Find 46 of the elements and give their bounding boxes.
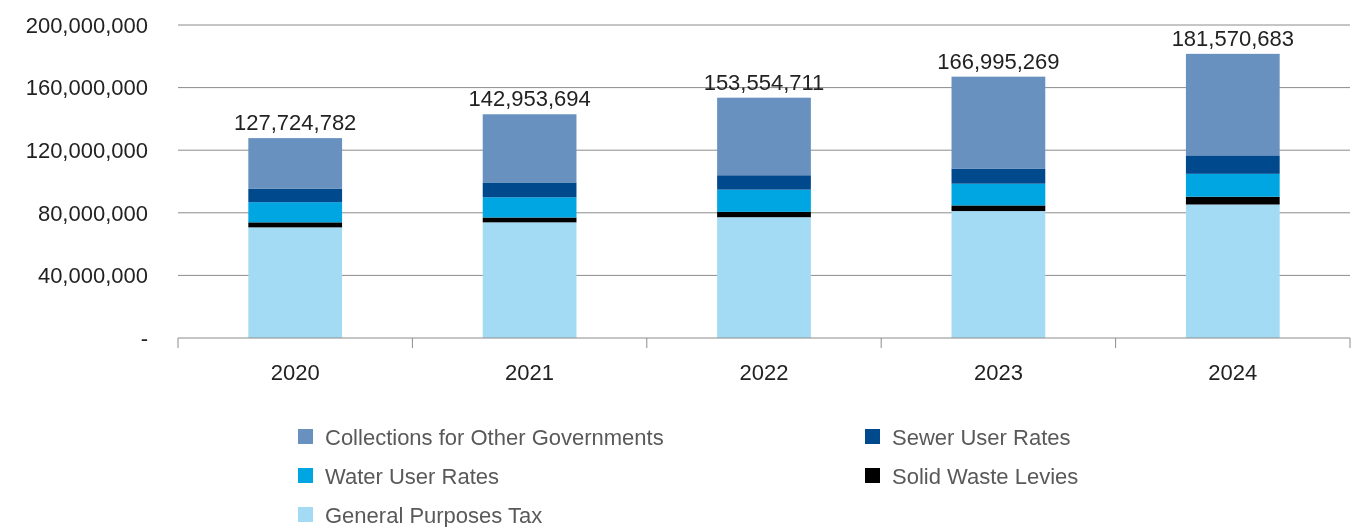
- bar: [482, 182, 577, 198]
- legend-label: Solid Waste Levies: [892, 463, 1079, 489]
- legend-label: Collections for Other Governments: [325, 424, 664, 450]
- x-tick-label: 2020: [270, 360, 320, 385]
- x-tick-label: 2024: [1208, 360, 1258, 385]
- total-label: 166,995,269: [937, 48, 1060, 74]
- bar: [248, 202, 343, 223]
- x-tick-label: 2021: [505, 360, 555, 385]
- y-tick-label: 40,000,000: [37, 263, 148, 289]
- bar: [248, 227, 343, 338]
- bar: [482, 114, 577, 183]
- bar: [951, 76, 1046, 169]
- bar: [717, 97, 811, 176]
- bar: [1185, 173, 1280, 197]
- bar: [482, 197, 577, 218]
- bar: [248, 138, 343, 189]
- total-label: 142,953,694: [468, 86, 591, 112]
- bar: [1185, 204, 1280, 338]
- bar: [951, 168, 1046, 184]
- y-tick-label: 160,000,000: [25, 75, 148, 101]
- total-label: 127,724,782: [234, 110, 357, 136]
- bar: [717, 189, 811, 212]
- legend-label: Water User Rates: [325, 463, 500, 489]
- bar: [951, 205, 1046, 212]
- bar: [717, 217, 811, 338]
- y-tick-label: 200,000,000: [25, 12, 148, 38]
- legend-label: General Purposes Tax: [325, 502, 543, 527]
- bar: [482, 217, 577, 223]
- bar: [1185, 53, 1280, 156]
- bar: [1185, 196, 1280, 205]
- y-tick-label: 80,000,000: [37, 200, 148, 226]
- bar: [482, 222, 577, 338]
- bar: [248, 222, 343, 228]
- total-label: 153,554,711: [703, 69, 825, 95]
- y-tick-label: -: [140, 325, 148, 351]
- x-tick-label: 2023: [973, 360, 1023, 385]
- y-tick-label: 120,000,000: [25, 137, 148, 163]
- x-tick-label: 2022: [739, 360, 789, 385]
- legend-label: Sewer User Rates: [892, 424, 1071, 450]
- bar: [248, 188, 343, 203]
- bar: [951, 183, 1046, 206]
- total-label: 181,570,683: [1171, 25, 1294, 51]
- bar: [951, 211, 1046, 338]
- bar: [717, 211, 811, 218]
- bar: [717, 175, 811, 190]
- bar: [1185, 155, 1280, 174]
